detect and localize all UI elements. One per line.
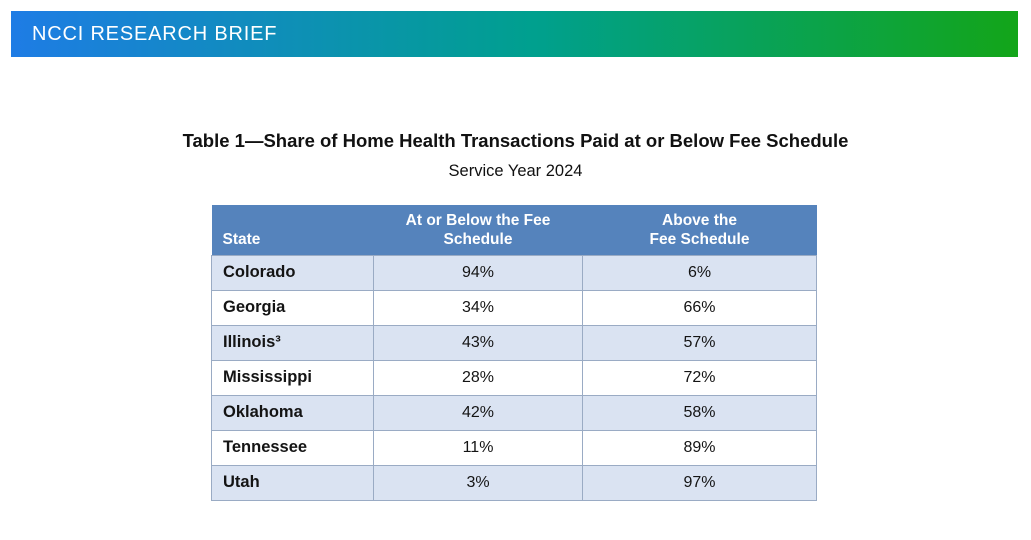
column-header-at-or-below: At or Below the Fee Schedule bbox=[373, 205, 583, 255]
state-cell: Colorado bbox=[211, 254, 374, 291]
table-row: Illinois³ 43% 57% bbox=[211, 324, 817, 361]
table-row: Utah 3% 97% bbox=[211, 464, 817, 501]
above-cell: 57% bbox=[582, 324, 817, 361]
state-cell: Illinois³ bbox=[211, 324, 374, 361]
table-row: Georgia 34% 66% bbox=[211, 289, 817, 326]
header-row: State At or Below the Fee Schedule Above… bbox=[211, 205, 817, 255]
table-title: Table 1—Share of Home Health Transaction… bbox=[182, 130, 849, 151]
state-cell: Utah bbox=[211, 464, 374, 501]
table-row: Oklahoma 42% 58% bbox=[211, 394, 817, 431]
column-header-state: State bbox=[211, 205, 374, 255]
above-cell: 72% bbox=[582, 359, 817, 396]
state-cell: Georgia bbox=[211, 289, 374, 326]
banner-title: NCCI RESEARCH BRIEF bbox=[32, 22, 278, 45]
at-or-below-cell: 3% bbox=[373, 464, 583, 501]
state-cell: Oklahoma bbox=[211, 394, 374, 431]
above-cell: 6% bbox=[582, 254, 817, 291]
above-cell: 66% bbox=[582, 289, 817, 326]
at-or-below-cell: 11% bbox=[373, 429, 583, 466]
state-cell: Tennessee bbox=[211, 429, 374, 466]
at-or-below-cell: 42% bbox=[373, 394, 583, 431]
at-or-below-cell: 28% bbox=[373, 359, 583, 396]
at-or-below-cell: 43% bbox=[373, 324, 583, 361]
above-cell: 58% bbox=[582, 394, 817, 431]
table-row: Colorado 94% 6% bbox=[211, 254, 817, 291]
at-or-below-cell: 34% bbox=[373, 289, 583, 326]
table-subtitle: Service Year 2024 bbox=[448, 162, 583, 180]
table-row: Mississippi 28% 72% bbox=[211, 359, 817, 396]
column-header-above: Above the Fee Schedule bbox=[582, 205, 817, 255]
research-brief-banner: NCCI RESEARCH BRIEF bbox=[11, 11, 1018, 57]
above-cell: 89% bbox=[582, 429, 817, 466]
at-or-below-cell: 94% bbox=[373, 254, 583, 291]
state-cell: Mississippi bbox=[211, 359, 374, 396]
table-row: Tennessee 11% 89% bbox=[211, 429, 817, 466]
above-cell: 97% bbox=[582, 464, 817, 501]
fee-schedule-table: State At or Below the Fee Schedule Above… bbox=[211, 205, 817, 501]
